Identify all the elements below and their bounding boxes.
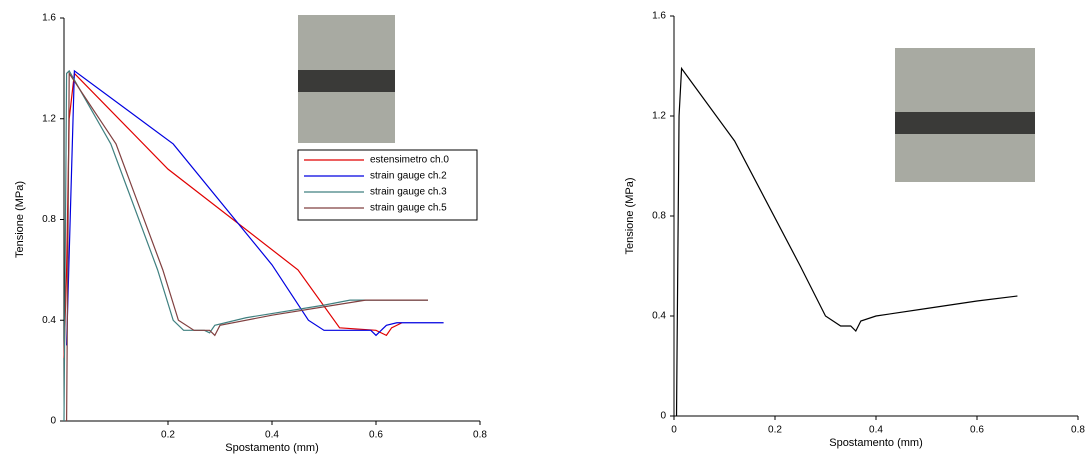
y-tick-label: 0.4 xyxy=(42,315,56,326)
y-tick-label: 0.8 xyxy=(42,214,56,225)
y-axis-title: Tensione (MPa) xyxy=(14,181,26,258)
x-tick-label: 0.6 xyxy=(970,425,984,436)
line xyxy=(675,66,1018,417)
x-tick-label: 0.2 xyxy=(161,430,175,441)
x-tick-label: 0 xyxy=(671,425,677,436)
y-tick-label: 0 xyxy=(660,411,666,422)
x-tick-label: 0.4 xyxy=(265,430,279,441)
y-axis-title: Tensione (MPa) xyxy=(624,177,636,254)
x-tick-label: 0.6 xyxy=(369,430,383,441)
x-axis-title: Spostamento (mm) xyxy=(829,437,923,449)
y-tick-label: 1.2 xyxy=(42,113,56,124)
photo-crack xyxy=(895,112,1035,134)
x-tick-label: 0.8 xyxy=(1071,425,1085,436)
legend-label: strain gauge ch.3 xyxy=(370,187,447,198)
y-tick-label: 1.2 xyxy=(652,111,666,122)
y-tick-label: 0.4 xyxy=(652,311,666,322)
x-axis-title: Spostamento (mm) xyxy=(225,442,319,454)
y-tick-label: 0 xyxy=(50,416,56,427)
legend-label: estensimetro ch.0 xyxy=(370,155,449,166)
line xyxy=(66,69,444,346)
line xyxy=(66,71,428,422)
y-tick-label: 1.6 xyxy=(42,13,56,24)
x-tick-label: 0.2 xyxy=(768,425,782,436)
x-tick-label: 0.8 xyxy=(473,430,487,441)
legend-label: strain gauge ch.5 xyxy=(370,203,447,214)
x-tick-label: 0.4 xyxy=(869,425,883,436)
legend-label: strain gauge ch.2 xyxy=(370,171,447,182)
photo-crack xyxy=(298,70,395,92)
y-tick-label: 0.8 xyxy=(652,211,666,222)
y-tick-label: 1.6 xyxy=(652,11,666,22)
